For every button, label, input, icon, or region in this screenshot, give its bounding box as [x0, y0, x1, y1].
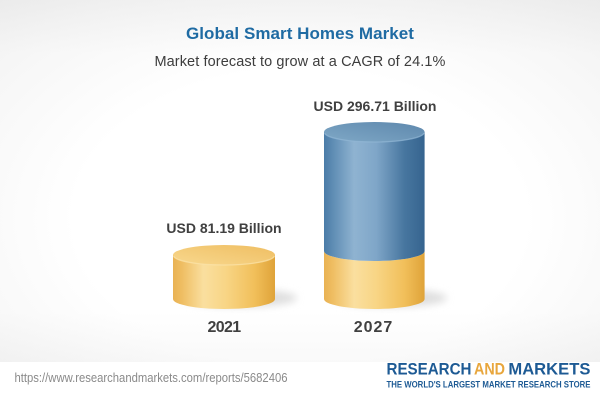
- svg-text:RESEARCH: RESEARCH: [387, 361, 472, 379]
- svg-text:THE WORLD'S LARGEST MARKET RES: THE WORLD'S LARGEST MARKET RESEARCH STOR…: [387, 380, 591, 390]
- svg-text:https://www.researchandmarkets: https://www.researchandmarkets.com/repor…: [15, 371, 288, 385]
- svg-text:AND: AND: [474, 361, 505, 379]
- svg-text:MARKETS: MARKETS: [508, 361, 590, 379]
